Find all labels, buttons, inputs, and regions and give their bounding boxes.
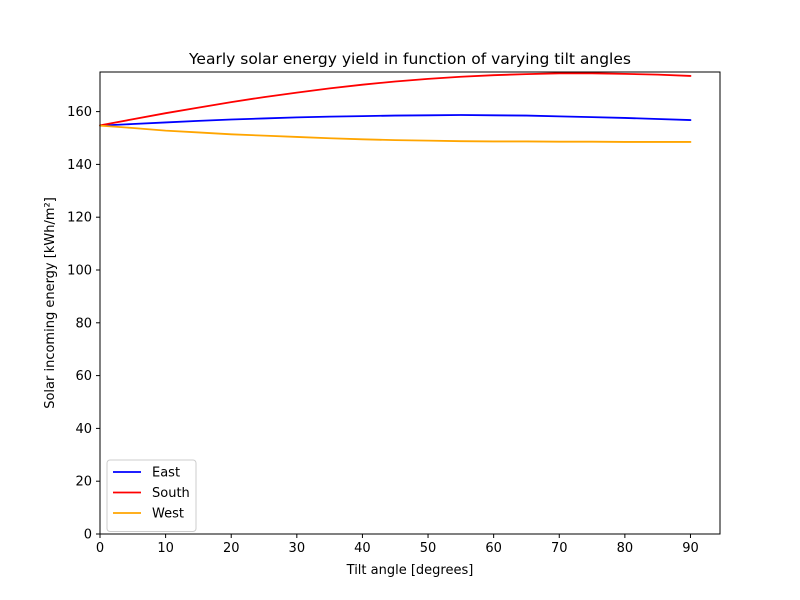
legend-label-south: South — [152, 486, 190, 501]
x-tick-label: 10 — [157, 541, 174, 556]
x-tick-label: 90 — [682, 541, 699, 556]
y-tick-label: 120 — [67, 211, 92, 226]
y-tick-label: 40 — [75, 422, 92, 437]
x-axis: 0 10 20 30 40 50 60 70 80 90 — [96, 534, 699, 556]
chart-title: Yearly solar energy yield in function of… — [188, 50, 631, 68]
x-tick-label: 50 — [420, 541, 437, 556]
x-tick-label: 80 — [617, 541, 634, 556]
x-tick-label: 70 — [551, 541, 568, 556]
x-tick-label: 30 — [289, 541, 306, 556]
y-axis: 0 20 40 60 80 100 120 140 160 — [67, 105, 100, 543]
series-layer — [99, 72, 692, 143]
y-axis-title: Solar incoming energy [kWh/m²] — [43, 197, 58, 409]
y-tick-label: 100 — [67, 264, 92, 279]
y-tick-label: 80 — [75, 316, 92, 331]
legend-label-east: East — [152, 466, 180, 481]
legend-label-west: West — [152, 507, 184, 522]
legend: East South West — [106, 459, 197, 532]
series-line-south — [99, 72, 692, 127]
x-axis-title: Tilt angle [degrees] — [346, 563, 474, 578]
plot-frame — [99, 71, 721, 535]
y-tick-label: 140 — [67, 158, 92, 173]
series-line-west — [99, 124, 692, 143]
y-tick-label: 60 — [75, 369, 92, 384]
series-line-east — [99, 114, 692, 127]
y-tick-label: 160 — [67, 105, 92, 120]
x-tick-label: 0 — [96, 541, 104, 556]
x-tick-label: 40 — [354, 541, 371, 556]
x-tick-label: 60 — [485, 541, 502, 556]
y-tick-label: 20 — [75, 475, 92, 490]
y-tick-label: 0 — [84, 528, 92, 543]
x-tick-label: 20 — [223, 541, 240, 556]
